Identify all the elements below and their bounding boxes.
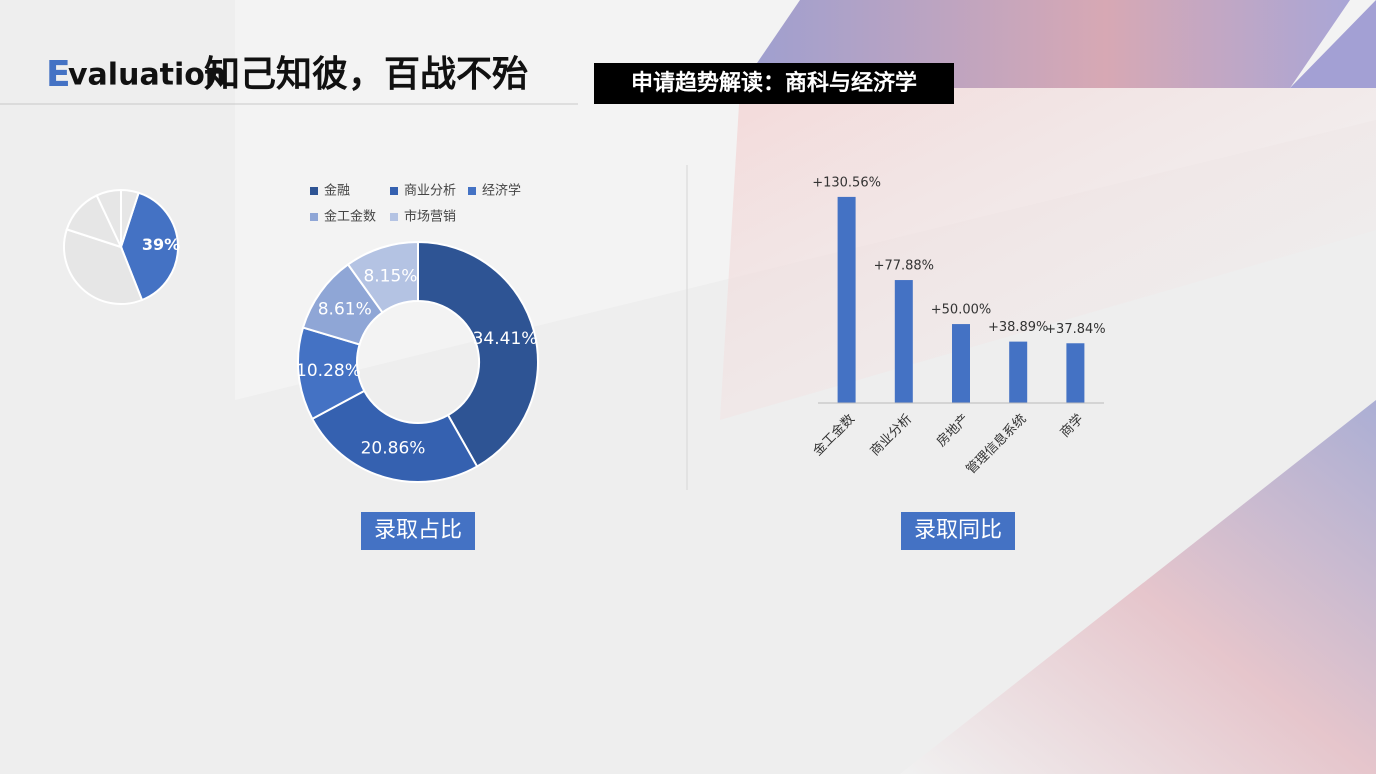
bar — [952, 324, 970, 403]
legend-label: 商业分析 — [404, 184, 456, 199]
title-initial: E — [46, 54, 71, 95]
legend-swatch — [390, 187, 398, 195]
legend-swatch — [310, 213, 318, 221]
data-label: +77.88% — [874, 259, 934, 274]
data-label: 8.15% — [363, 266, 417, 286]
data-label: 8.61% — [318, 300, 372, 320]
data-label: +130.56% — [812, 175, 881, 190]
data-label: 39% — [142, 235, 180, 254]
bar — [894, 280, 913, 403]
caption-box — [361, 512, 475, 550]
slice — [346, 240, 419, 314]
decor-bottom — [900, 400, 1376, 774]
caption: 录取同比 — [914, 518, 1002, 543]
data-label: +50.00% — [931, 303, 991, 318]
title-rest: valuation — [68, 58, 226, 93]
slogan: 知己知彼，百战不殆 — [204, 54, 528, 95]
badge: 申请趋势解读：商科与经济学 — [631, 70, 917, 96]
legend-swatch — [390, 213, 398, 221]
data-label: 20.86% — [361, 438, 426, 458]
slice — [120, 188, 140, 248]
slice — [63, 228, 144, 305]
bar — [837, 196, 856, 403]
slice — [417, 240, 539, 468]
data-label: 34.41% — [473, 329, 538, 349]
legend-label: 金工金数 — [324, 209, 376, 225]
data-label: +37.84% — [1045, 322, 1105, 337]
legend-label: 经济学 — [482, 183, 521, 199]
bar — [1009, 341, 1028, 403]
legend-swatch — [310, 187, 318, 195]
legend-label: 市场营销 — [404, 209, 456, 225]
data-label: +38.89% — [988, 320, 1048, 335]
caption-box — [901, 512, 1015, 550]
legend-swatch — [468, 187, 476, 195]
badge-box — [594, 63, 954, 104]
caption: 录取占比 — [374, 518, 462, 543]
bar — [1066, 343, 1085, 403]
legend-label: 金融 — [324, 183, 350, 199]
slice — [310, 389, 479, 483]
decor-pink — [720, 88, 1376, 420]
data-label: 10.28% — [296, 361, 361, 381]
slice — [119, 191, 179, 302]
decor-corner — [1290, 0, 1376, 88]
